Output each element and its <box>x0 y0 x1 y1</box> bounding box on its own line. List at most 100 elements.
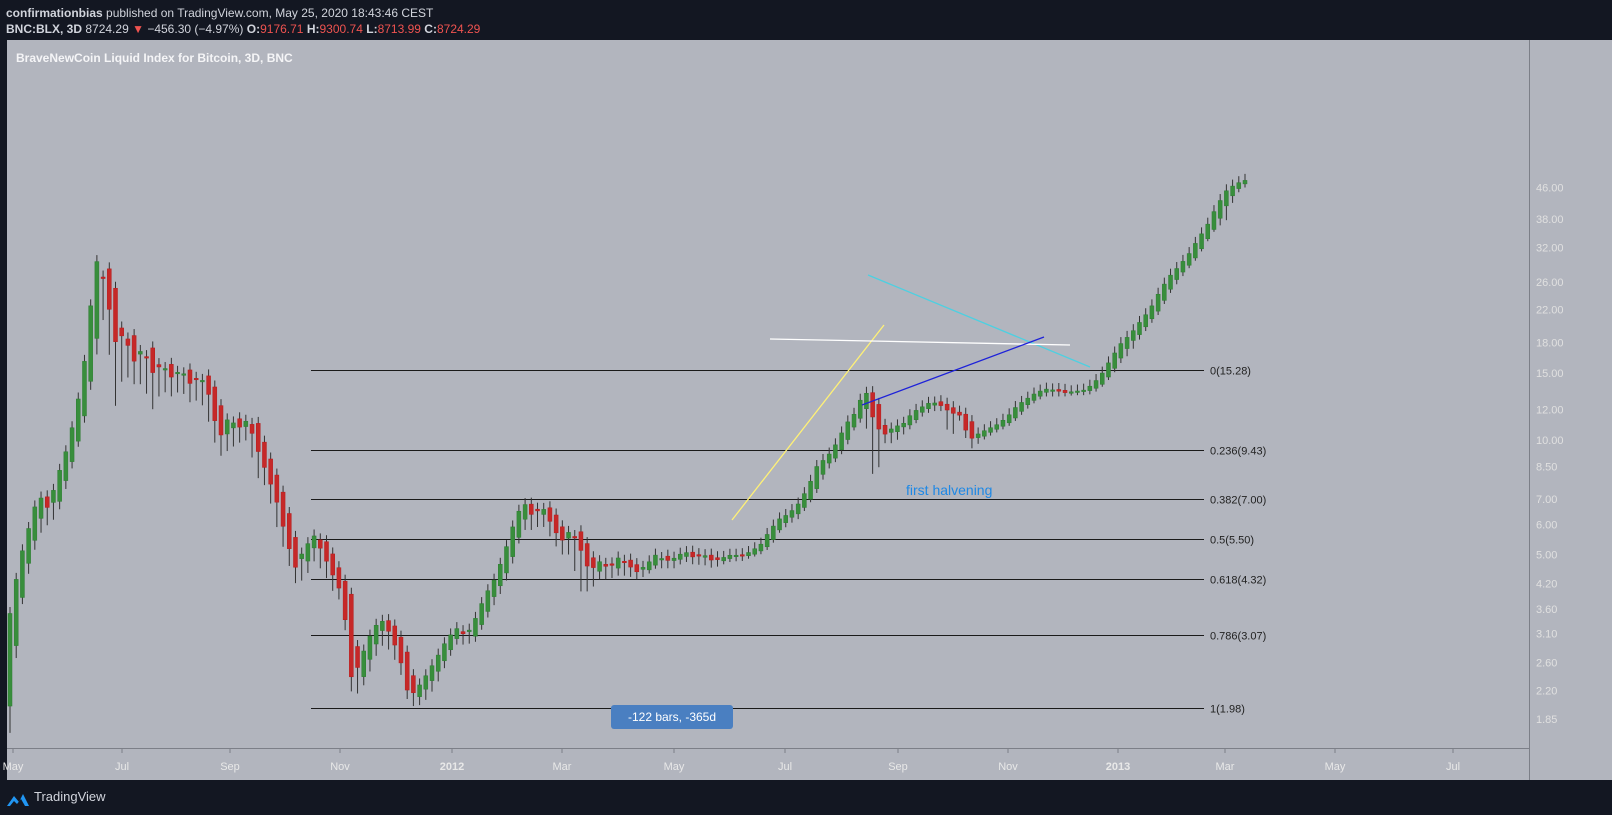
candle-down <box>280 491 286 527</box>
candle-down <box>169 364 174 378</box>
candle-down <box>187 369 193 384</box>
candle-down <box>963 413 968 431</box>
candle-up <box>380 621 385 631</box>
candle-down <box>150 347 155 373</box>
candle-down <box>119 327 124 337</box>
time-tick-label: Sep <box>220 761 240 773</box>
time-tick-label: Sep <box>888 761 908 773</box>
candle-up <box>1162 283 1167 301</box>
tradingview-logo-icon[interactable] <box>6 790 30 810</box>
tradingview-brand[interactable]: TradingView <box>34 789 106 804</box>
candle-up <box>32 506 38 541</box>
price-tick-label: 2.20 <box>1536 685 1557 697</box>
candle-up <box>795 503 801 515</box>
cyan-trendline[interactable] <box>867 274 1091 368</box>
candle-up <box>1044 388 1049 393</box>
price-tick-label: 4.20 <box>1536 578 1557 590</box>
candle-down <box>715 557 720 560</box>
candle-up <box>789 510 795 518</box>
candle-down <box>591 557 596 568</box>
candle-up <box>373 625 379 645</box>
candle-up <box>473 618 478 637</box>
candle-up <box>541 509 546 515</box>
candle-up <box>82 361 87 417</box>
candle-up <box>162 368 168 371</box>
price-chart[interactable]: BraveNewCoin Liquid Index for Bitcoin, 3… <box>0 40 1612 788</box>
candle-down <box>268 458 273 485</box>
candle-down <box>1056 389 1062 392</box>
candle-down <box>969 421 975 439</box>
candle-up <box>504 546 509 574</box>
candle-up <box>839 432 844 450</box>
candle-down <box>535 508 540 512</box>
candle-up <box>1168 274 1173 290</box>
candle-down <box>336 567 342 589</box>
blue-trendline[interactable] <box>861 336 1045 406</box>
publish-info: confirmationbias published on TradingVie… <box>6 6 433 20</box>
candle-up <box>932 402 937 406</box>
candle-up <box>1000 419 1006 427</box>
candle-up <box>758 543 764 552</box>
chart-pane[interactable] <box>7 40 1529 748</box>
candle-up <box>653 554 658 566</box>
candle-up <box>851 414 857 428</box>
high-value: 9300.74 <box>319 22 363 36</box>
candle-up <box>1230 185 1235 197</box>
price-tick-label: 8.50 <box>1536 462 1557 474</box>
candle-up <box>175 372 180 375</box>
fib-level-label: 0.5(5.50) <box>1210 535 1254 547</box>
trend-drawings[interactable] <box>731 274 1091 521</box>
candle-up <box>442 643 447 662</box>
candle-up <box>466 629 472 632</box>
fib-retracement[interactable]: 0(15.28) 0.236(9.43) 0.382(7.00) 0.5(5.50) 0… <box>311 366 1266 716</box>
candle-up <box>1050 389 1055 392</box>
candle-down <box>529 503 534 515</box>
candle-up <box>615 557 621 569</box>
candle-down <box>125 338 131 346</box>
candle-up <box>1143 314 1148 328</box>
candle-up <box>510 526 515 557</box>
first-halvening-annotation[interactable]: first halvening <box>906 482 992 498</box>
candle-up <box>516 510 522 538</box>
price-tick-label: 32.00 <box>1536 242 1564 254</box>
candle-up <box>727 554 733 559</box>
yellow-trendline[interactable] <box>731 324 885 521</box>
price-tick-label: 3.60 <box>1536 604 1557 616</box>
candle-up <box>299 553 304 559</box>
candle-down <box>113 287 118 342</box>
candle-up <box>1236 182 1242 189</box>
candle-down <box>584 543 590 567</box>
author-name[interactable]: confirmationbias <box>6 6 103 20</box>
candle-down <box>460 631 466 635</box>
time-tick-label: Nov <box>330 761 350 773</box>
candle-up <box>746 552 751 556</box>
candle-up <box>802 493 807 508</box>
time-tick-label: May <box>664 761 685 773</box>
symbol-label[interactable]: BNC:BLX, 3D <box>6 22 83 36</box>
candle-up <box>1242 180 1248 185</box>
candle-down <box>293 537 298 568</box>
candle-up <box>814 466 820 489</box>
white-trendline[interactable] <box>769 338 1071 346</box>
price-axis[interactable] <box>1529 40 1612 780</box>
candle-up <box>88 305 93 382</box>
candle-up <box>7 613 13 707</box>
bars-range-badge[interactable] <box>611 705 733 729</box>
candle-down <box>324 541 329 562</box>
candle-up <box>1131 330 1136 341</box>
candle-down <box>274 474 280 503</box>
candle-up <box>435 654 441 672</box>
price-tick-label: 38.00 <box>1536 214 1564 226</box>
candle-down <box>218 405 224 436</box>
price-tick-label: 5.00 <box>1536 550 1557 562</box>
candle-up <box>926 403 931 409</box>
candle-down <box>156 364 162 368</box>
candle-up <box>1124 337 1130 349</box>
candle-up <box>783 515 789 523</box>
candlestick-series <box>7 173 1248 733</box>
candle-up <box>1180 261 1186 273</box>
candle-down <box>690 551 695 558</box>
candle-down <box>262 441 267 468</box>
time-axis[interactable] <box>7 748 1529 780</box>
time-tick-label: Mar <box>1216 761 1235 773</box>
